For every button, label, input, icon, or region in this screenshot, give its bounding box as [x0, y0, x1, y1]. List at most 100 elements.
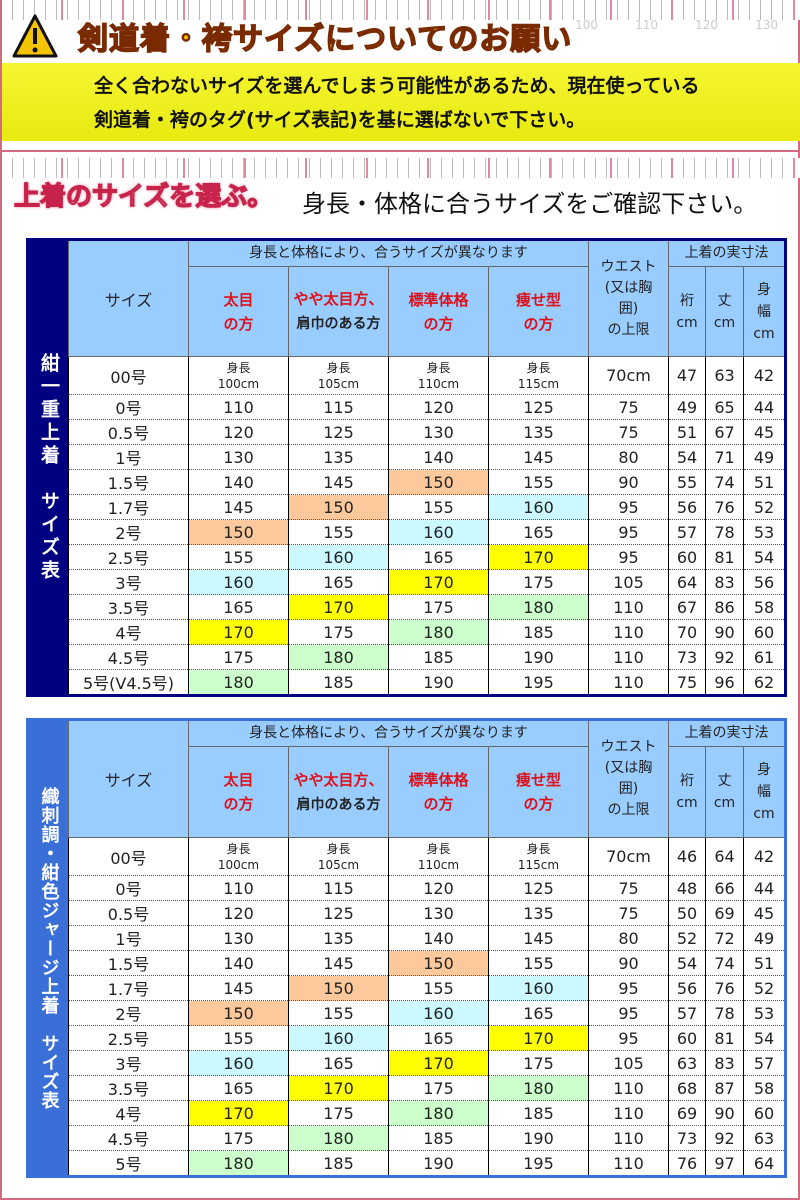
value-cell: 140: [388, 444, 489, 470]
value-cell: 170: [388, 569, 489, 595]
value-cell: 90: [588, 469, 669, 495]
table-row: 0号 110 115 120 125 75 49 65 44: [28, 394, 787, 420]
value-cell: 86: [705, 594, 744, 620]
value-cell: 56: [668, 494, 706, 520]
size-table-jersey-jacket: 織刺調・紺色ジャージ上着 サイズ表 サイズ 身長と体格により、合うサイズが異なります…: [26, 718, 788, 1178]
value-cell: 75: [668, 669, 706, 696]
col-group-height: 身長と体格により、合うサイズが異なります: [188, 719, 589, 747]
value-cell: 66: [705, 875, 744, 901]
value-cell: 130: [188, 925, 289, 951]
value-cell: 63: [742, 1125, 787, 1151]
value-cell: 110: [588, 1125, 669, 1151]
value-cell: 190: [488, 1125, 589, 1151]
value-cell: 95: [588, 1000, 669, 1026]
table-row: 00号 身長 100cm 身長 105cm 身長 110cm 身長 115cm 70cm 47 63 4…: [28, 356, 787, 395]
value-cell: 185: [288, 1150, 389, 1177]
value-cell: 175: [188, 644, 289, 670]
value-cell: 155: [288, 1000, 389, 1026]
value-cell: 105: [588, 569, 669, 595]
value-cell: 90: [588, 950, 669, 976]
value-cell: 81: [705, 544, 744, 570]
value-cell: 47: [668, 356, 706, 395]
value-cell: 48: [668, 875, 706, 901]
value-cell: 125: [288, 419, 389, 445]
value-cell: 65: [705, 394, 744, 420]
value-cell: 165: [488, 1000, 589, 1026]
value-cell: 175: [288, 1100, 389, 1126]
value-cell: 190: [488, 644, 589, 670]
value-cell: 75: [588, 875, 669, 901]
value-cell: 160: [188, 569, 289, 595]
value-cell: 57: [668, 519, 706, 545]
section-title: 上着のサイズを選ぶ。: [13, 181, 274, 212]
value-cell: 110: [588, 1075, 669, 1101]
value-cell: 110: [188, 394, 289, 420]
value-cell: 54: [742, 1025, 787, 1051]
value-cell: 120: [388, 394, 489, 420]
value-cell: 165: [388, 1025, 489, 1051]
value-cell: 97: [705, 1150, 744, 1177]
col-fat: 太目 の方: [188, 746, 289, 838]
table-row: 4.5号 175 180 185 190 110 73 92 61: [28, 644, 787, 670]
warning-triangle-icon: [12, 14, 58, 58]
value-cell: 49: [742, 444, 787, 470]
height-cell: 身長 115cm: [488, 356, 589, 395]
value-cell: 165: [488, 519, 589, 545]
value-cell: 110: [588, 619, 669, 645]
value-cell: 51: [742, 950, 787, 976]
value-cell: 175: [388, 1075, 489, 1101]
value-cell: 83: [705, 1050, 744, 1076]
col-take: 丈 cm: [705, 266, 744, 357]
value-cell: 95: [588, 494, 669, 520]
table-row: 1.7号 145 150 155 160 95 56 76 52: [28, 975, 787, 1001]
value-cell: 130: [188, 444, 289, 470]
value-cell: 175: [188, 1125, 289, 1151]
value-cell: 81: [705, 1025, 744, 1051]
size-cell: 4.5号: [68, 1125, 189, 1151]
value-cell: 190: [388, 1150, 489, 1177]
value-cell: 70: [668, 619, 706, 645]
value-cell: 175: [288, 619, 389, 645]
table-title-band: 織刺調・紺色ジャージ上着 サイズ表: [27, 719, 69, 1177]
size-cell: 1号: [68, 444, 189, 470]
col-standard: 標準体格 の方: [388, 266, 489, 357]
table-row: 2.5号 155 160 165 170 95 60 81 54: [28, 1025, 787, 1051]
col-fat: 太目 の方: [188, 266, 289, 357]
value-cell: 57: [668, 1000, 706, 1026]
value-cell: 73: [668, 644, 706, 670]
value-cell: 140: [188, 950, 289, 976]
value-cell: 61: [742, 644, 787, 670]
value-cell: 185: [488, 1100, 589, 1126]
value-cell: 78: [705, 1000, 744, 1026]
value-cell: 180: [388, 619, 489, 645]
value-cell: 150: [288, 975, 389, 1001]
col-mihaba: 身幅 cm: [742, 746, 787, 838]
value-cell: 80: [588, 925, 669, 951]
value-cell: 51: [742, 469, 787, 495]
col-waist: ウエスト (又は胸 囲) の上限: [588, 239, 669, 357]
value-cell: 92: [705, 644, 744, 670]
size-cell: 2.5号: [68, 544, 189, 570]
value-cell: 180: [388, 1100, 489, 1126]
table-row: 2.5号 155 160 165 170 95 60 81 54: [28, 544, 787, 570]
value-cell: 70cm: [588, 837, 669, 876]
value-cell: 150: [188, 519, 289, 545]
size-cell: 1.7号: [68, 975, 189, 1001]
value-cell: 160: [288, 1025, 389, 1051]
value-cell: 62: [742, 669, 787, 696]
value-cell: 63: [705, 356, 744, 395]
value-cell: 45: [742, 419, 787, 445]
value-cell: 155: [488, 469, 589, 495]
value-cell: 165: [288, 1050, 389, 1076]
size-cell: 4.5号: [68, 644, 189, 670]
value-cell: 72: [705, 925, 744, 951]
col-thin: 痩せ型 の方: [488, 266, 589, 357]
value-cell: 150: [388, 950, 489, 976]
value-cell: 170: [188, 1100, 289, 1126]
size-cell: 4号: [68, 619, 189, 645]
value-cell: 56: [742, 569, 787, 595]
size-cell: 0.5号: [68, 419, 189, 445]
value-cell: 120: [188, 900, 289, 926]
value-cell: 49: [742, 925, 787, 951]
value-cell: 120: [188, 419, 289, 445]
